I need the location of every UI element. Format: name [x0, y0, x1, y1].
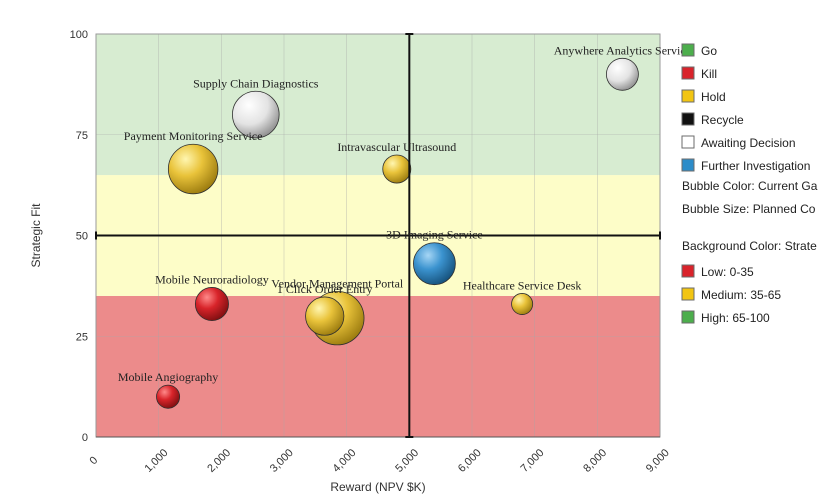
y-tick-label: 25 [76, 331, 88, 343]
bubble [194, 287, 229, 321]
bubble-label: Mobile Angiography [118, 370, 218, 384]
legend-label: Recycle [701, 113, 744, 127]
bubble [511, 293, 534, 315]
legend: Go Kill Hold Recycle Awaiting Decision Furthe… [681, 43, 818, 325]
y-axis-title: Strategic Fit [29, 203, 43, 268]
bubble-label: Vendor Management Portal [271, 276, 404, 290]
legend-note-bubble-color: Bubble Color: Current Ga [682, 179, 818, 193]
bubble-label: 1 Click Order Entry [277, 282, 373, 296]
legend-label: Low: 0-35 [701, 265, 754, 279]
bubble [167, 143, 219, 195]
x-tick-label: 7,000 [519, 447, 547, 475]
legend-label: Further Investigation [701, 159, 810, 173]
y-tick-label: 50 [76, 231, 88, 243]
bubble-label: Mobile Neuroradiology [155, 272, 269, 286]
bubble-label: Supply Chain Diagnostics [193, 76, 319, 90]
legend-label: Kill [701, 67, 717, 81]
bubble [413, 242, 456, 286]
legend-swatch [681, 264, 695, 278]
bubble-label: Healthcare Service Desk [463, 278, 582, 292]
x-tick-label: 5,000 [393, 447, 421, 475]
x-tick-label: 2,000 [205, 447, 233, 475]
x-tick-label: 4,000 [331, 447, 359, 475]
legend-label: Hold [701, 90, 726, 104]
legend-swatch [681, 310, 695, 324]
x-tick-label: 1,000 [143, 447, 171, 475]
bubble [382, 154, 412, 184]
y-tick-label: 100 [70, 29, 88, 41]
legend-label: High: 65-100 [701, 311, 770, 325]
legend-swatch [681, 135, 695, 149]
x-tick-label: 8,000 [581, 447, 609, 475]
bubble [305, 296, 345, 336]
x-tick-label: 6,000 [456, 447, 484, 475]
bubble [232, 90, 280, 139]
legend-label: Awaiting Decision [701, 136, 796, 150]
x-axis-title: Reward (NPV $K) [330, 480, 425, 494]
plot-area: 0 1,000 2,000 3,000 4,000 5,000 6,000 7,000 8,00… [29, 29, 691, 494]
bubble-label: Payment Monitoring Service [124, 129, 263, 143]
x-tick-label: 3,000 [268, 447, 296, 475]
legend-swatch [681, 158, 695, 172]
legend-label: Medium: 35-65 [701, 288, 781, 302]
y-tick-label: 0 [82, 432, 88, 444]
bubble [156, 384, 181, 409]
x-tick-label: 9,000 [644, 447, 672, 475]
bubble-label: 3D Imaging Service [386, 228, 483, 242]
background-band-0 [96, 295, 660, 437]
legend-swatch [681, 89, 695, 103]
legend-swatch [681, 287, 695, 301]
legend-swatch [681, 112, 695, 126]
bubble-label: Intravascular Ultrasound [337, 140, 456, 154]
legend-swatch [681, 66, 695, 80]
legend-label: Go [701, 44, 717, 58]
legend-background-title: Background Color: Strate [682, 239, 817, 253]
bubble-label: Anywhere Analytics Service [554, 43, 691, 57]
y-tick-label: 75 [76, 130, 88, 142]
bubble [606, 57, 639, 91]
legend-swatch [681, 43, 695, 57]
x-tick-label: 0 [87, 454, 100, 467]
legend-note-bubble-size: Bubble Size: Planned Co [682, 202, 816, 216]
